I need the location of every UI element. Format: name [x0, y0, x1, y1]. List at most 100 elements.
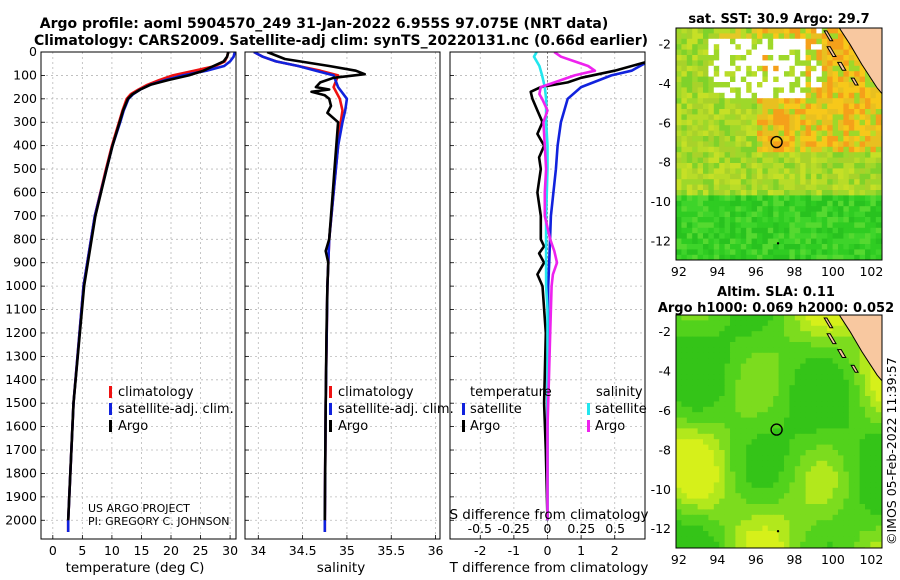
- map-cell: [800, 325, 807, 332]
- map-cell: [719, 525, 726, 532]
- map-cell: [681, 450, 688, 456]
- map-cell: [870, 87, 877, 94]
- map-cell: [757, 428, 763, 435]
- map-cell: [740, 396, 747, 402]
- map-cell: [767, 439, 774, 446]
- map-cell: [865, 179, 871, 186]
- map-cell: [784, 195, 790, 202]
- map-cell: [843, 119, 850, 126]
- map-cell: [800, 125, 807, 132]
- map-cell: [740, 536, 747, 543]
- map-cell: [811, 125, 817, 132]
- map-cell: [816, 460, 823, 467]
- map-cell: [762, 428, 769, 435]
- map-cell: [773, 227, 780, 234]
- map-cell: [784, 347, 790, 354]
- map-cell: [730, 33, 736, 40]
- map-cell: [719, 200, 726, 207]
- map-cell: [789, 76, 796, 83]
- map-cell: [870, 396, 877, 402]
- map-cell: [800, 71, 807, 78]
- map-cell: [692, 119, 699, 126]
- map-cell: [859, 509, 866, 516]
- map-cell: [735, 227, 742, 234]
- map-cell: [800, 450, 807, 456]
- map-cell: [778, 433, 785, 440]
- map-cell: [703, 471, 709, 478]
- map-cell: [751, 504, 758, 510]
- map-cell: [751, 455, 758, 462]
- map-cell: [713, 439, 720, 446]
- x-tick-label: 10: [104, 543, 120, 558]
- map-cell: [676, 141, 682, 148]
- map-cell: [832, 49, 839, 56]
- map-cell: [692, 217, 699, 223]
- map-cell: [697, 190, 704, 196]
- map-cell: [859, 541, 866, 548]
- map-cell: [794, 233, 801, 240]
- map-cell: [767, 352, 774, 359]
- map-cell: [773, 206, 780, 213]
- map-cell: [773, 390, 780, 397]
- map-cell: [681, 233, 688, 240]
- map-cell: [805, 163, 812, 169]
- imos-credit: ©IMOS 05-Feb-2022 11:39:57: [884, 357, 899, 545]
- map-cell: [784, 428, 790, 435]
- map-cell: [794, 466, 801, 473]
- map-cell: [827, 536, 834, 543]
- map-cell: [697, 28, 704, 34]
- map-cell: [692, 55, 699, 61]
- map-cell: [859, 114, 866, 121]
- map-cell: [800, 385, 807, 392]
- map-cell: [762, 136, 769, 142]
- map-cell: [697, 390, 704, 397]
- map-cell: [794, 536, 801, 543]
- map-cell: [794, 504, 801, 510]
- map-cell: [865, 141, 871, 148]
- map-cell: [838, 103, 844, 110]
- map-cell: [848, 217, 855, 223]
- map-cell: [778, 460, 785, 467]
- map-cell: [811, 163, 817, 169]
- map-cell: [843, 406, 850, 413]
- map-cell: [676, 136, 682, 142]
- map-cell: [713, 509, 720, 516]
- map-cell: [708, 82, 715, 88]
- map-cell: [746, 211, 753, 218]
- map-cell: [821, 141, 828, 148]
- map-cell: [821, 336, 828, 343]
- map-cell: [746, 119, 753, 126]
- map-cell: [676, 98, 682, 105]
- map-cell: [751, 342, 758, 348]
- map-cell: [676, 363, 682, 370]
- map-cell: [821, 195, 828, 202]
- map-cell: [811, 114, 817, 121]
- map-cell: [676, 233, 682, 240]
- map-cell: [730, 342, 736, 348]
- map-cell: [719, 520, 726, 527]
- map-cell: [875, 525, 882, 532]
- map-cell: [789, 428, 796, 435]
- map-cell: [735, 55, 742, 61]
- map-cell: [697, 163, 704, 169]
- map-cell: [811, 233, 817, 240]
- map-cell: [854, 227, 861, 234]
- map-cell: [757, 504, 763, 510]
- map-cell: [724, 460, 731, 467]
- map-cell: [767, 163, 774, 169]
- map-cell: [719, 379, 726, 386]
- map-cell: [816, 439, 823, 446]
- map-cell: [805, 520, 812, 527]
- map-cell: [703, 450, 709, 456]
- map-cell: [859, 525, 866, 532]
- map-cell: [746, 498, 753, 505]
- map-cell: [676, 55, 682, 61]
- map-cell: [703, 152, 709, 159]
- map-cell: [789, 390, 796, 397]
- map-cell: [859, 157, 866, 164]
- map-cell: [740, 520, 747, 527]
- map-cell: [697, 55, 704, 61]
- map-cell: [681, 136, 688, 142]
- depth-tick-label: 200: [13, 91, 37, 106]
- map-cell: [740, 195, 747, 202]
